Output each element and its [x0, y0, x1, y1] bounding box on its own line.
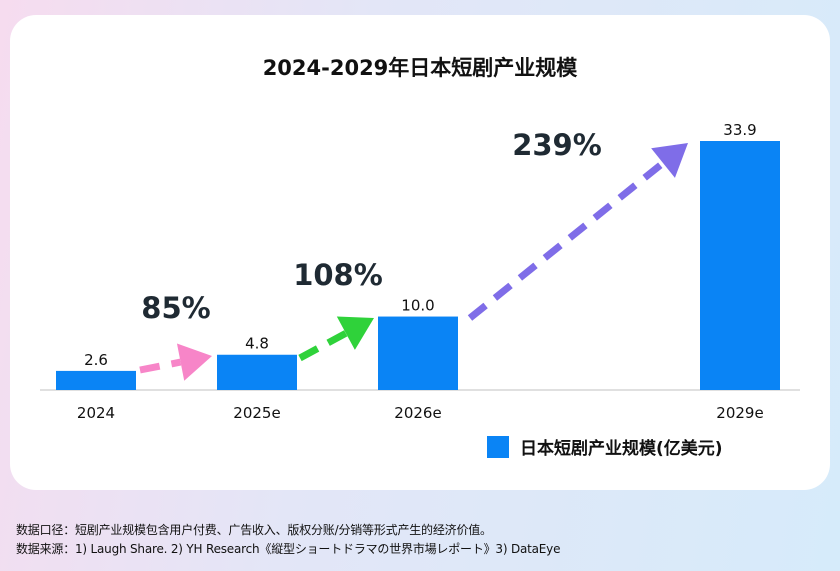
- growth-arrow-line: [298, 330, 348, 362]
- bar-2026e: [378, 316, 458, 390]
- legend-label: 日本短剧产业规模(亿美元): [520, 438, 723, 459]
- x-tick-label: 2026e: [394, 404, 441, 422]
- data-label: 10.0: [401, 297, 434, 315]
- chart-card: [10, 15, 830, 490]
- growth-label: 108%: [293, 258, 383, 292]
- bar-2024: [56, 370, 136, 390]
- growth-label: 85%: [141, 291, 210, 325]
- source-note: 数据来源：1) Laugh Share. 2) YH Research《縦型ショ…: [16, 542, 561, 556]
- data-label: 2.6: [84, 351, 108, 369]
- bar-2025e: [217, 354, 297, 390]
- chart-title: 2024-2029年日本短剧产业规模: [263, 56, 579, 80]
- growth-arrow-head: [176, 343, 212, 381]
- definition-note: 数据口径：短剧产业规模包含用户付费、广告收入、版权分账/分销等形式产生的经济价值…: [16, 523, 492, 537]
- x-tick-label: 2029e: [716, 404, 763, 422]
- legend-swatch: [487, 436, 509, 458]
- x-tick-label: 2024: [77, 404, 115, 422]
- growth-arrow-line: [139, 358, 182, 374]
- data-label: 33.9: [723, 121, 756, 139]
- footnotes: 数据口径：短剧产业规模包含用户付费、广告收入、版权分账/分销等形式产生的经济价值…: [16, 521, 560, 559]
- growth-label: 239%: [512, 128, 602, 162]
- growth-arrow-line: [467, 160, 666, 321]
- bar-2029e: [700, 141, 780, 390]
- x-tick-label: 2025e: [233, 404, 280, 422]
- data-label: 4.8: [245, 335, 269, 353]
- growth-arrow-head: [651, 143, 688, 178]
- growth-arrow-head: [336, 316, 374, 350]
